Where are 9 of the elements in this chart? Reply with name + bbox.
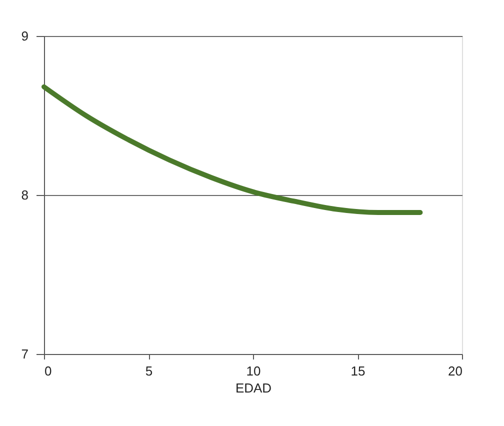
y-tick-label: 7 — [21, 346, 28, 362]
x-axis-title: EDAD — [235, 380, 272, 396]
x-tick-label: 0 — [44, 364, 52, 378]
y-tick-label: 8 — [21, 188, 28, 202]
y-tick-label: 9 — [21, 28, 28, 44]
x-tick-label: 15 — [350, 364, 366, 378]
x-tick-label: 10 — [246, 364, 261, 378]
x-tick-label: 5 — [145, 364, 153, 378]
x-tick-label: 20 — [448, 364, 462, 378]
